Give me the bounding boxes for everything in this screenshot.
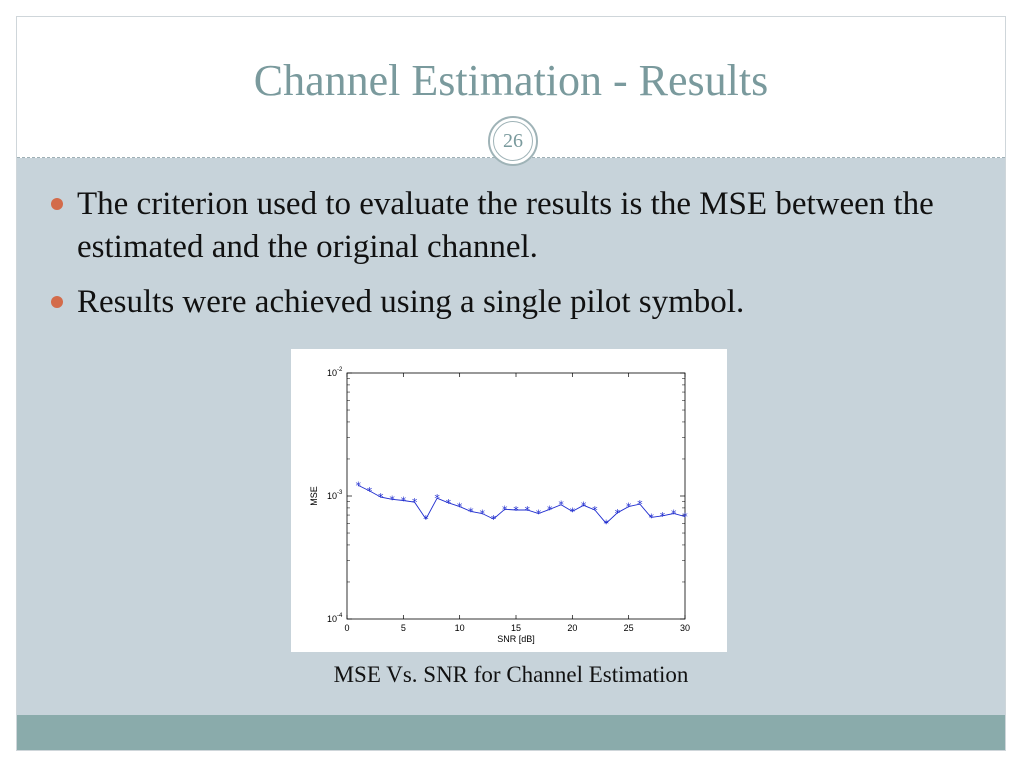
y-tick-label: 10 [327, 491, 337, 501]
y-tick-exponent: -4 [337, 613, 343, 619]
data-point-marker: * [446, 497, 452, 510]
data-point-marker: * [615, 507, 621, 520]
data-point-marker: * [660, 510, 666, 523]
data-point-marker: * [378, 491, 384, 504]
x-tick-label: 20 [567, 623, 577, 633]
slide-number-badge: 26 [488, 116, 538, 166]
data-point-marker: * [525, 504, 531, 517]
data-point-marker: * [479, 508, 485, 521]
plot-frame [346, 372, 686, 620]
y-tick-label: 10 [327, 368, 337, 378]
data-point-marker: * [367, 485, 373, 498]
data-point-marker: * [536, 508, 542, 521]
chart-image: 0 5 10 15 20 25 30 10 -2 10 -3 10 -4 SNR [dB] MSE * * * * *… [291, 349, 727, 652]
x-tick-label: 5 [401, 623, 406, 633]
data-point-marker: * [547, 503, 553, 516]
bullet-list: The criterion used to evaluate the resul… [51, 183, 981, 336]
y-axis-label: MSE [309, 486, 319, 506]
data-point-marker: * [558, 499, 564, 512]
data-point-marker: * [581, 499, 587, 512]
data-point-marker: * [502, 503, 508, 516]
y-tick-exponent: -3 [337, 490, 343, 496]
data-point-marker: * [648, 511, 654, 524]
bullet-text: The criterion used to evaluate the resul… [77, 186, 934, 265]
slide-footer-bar [17, 715, 1005, 750]
x-axis-label: SNR [dB] [497, 634, 535, 644]
data-point-marker: * [434, 492, 440, 505]
data-point-marker: * [389, 493, 395, 506]
y-tick-exponent: -2 [337, 367, 343, 373]
data-point-marker: * [626, 501, 632, 514]
bullet-dot-icon [51, 296, 63, 308]
x-tick-label: 25 [624, 623, 634, 633]
data-point-marker: * [570, 505, 576, 518]
data-point-marker: * [671, 508, 677, 521]
x-tick-label: 10 [455, 623, 465, 633]
data-point-marker: * [682, 511, 688, 524]
slide-frame: Channel Estimation - Results 26 The crit… [16, 16, 1006, 751]
bullet-item: The criterion used to evaluate the resul… [51, 183, 981, 269]
data-point-marker: * [468, 505, 474, 518]
y-tick-label: 10 [327, 614, 337, 624]
data-point-marker: * [412, 496, 418, 509]
x-tick-label: 0 [344, 623, 349, 633]
slide-number: 26 [503, 129, 523, 152]
x-tick-label: 15 [511, 623, 521, 633]
chart-caption: MSE Vs. SNR for Channel Estimation [333, 662, 689, 687]
data-point-marker: * [491, 513, 497, 526]
data-point-marker: * [603, 517, 609, 530]
data-point-marker: * [592, 504, 598, 517]
data-point-marker: * [513, 504, 519, 517]
bullet-item: Results were achieved using a single pil… [51, 281, 981, 324]
slide-title: Channel Estimation - Results [253, 56, 769, 105]
series-line [358, 484, 686, 524]
data-point-marker: * [401, 494, 407, 507]
bullet-dot-icon [51, 198, 63, 210]
data-point-marker: * [457, 501, 463, 514]
bullet-text: Results were achieved using a single pil… [77, 284, 745, 320]
x-tick-label: 30 [680, 623, 690, 633]
data-point-marker: * [637, 498, 643, 511]
data-point-marker: * [423, 513, 429, 526]
data-point-marker: * [356, 479, 362, 492]
